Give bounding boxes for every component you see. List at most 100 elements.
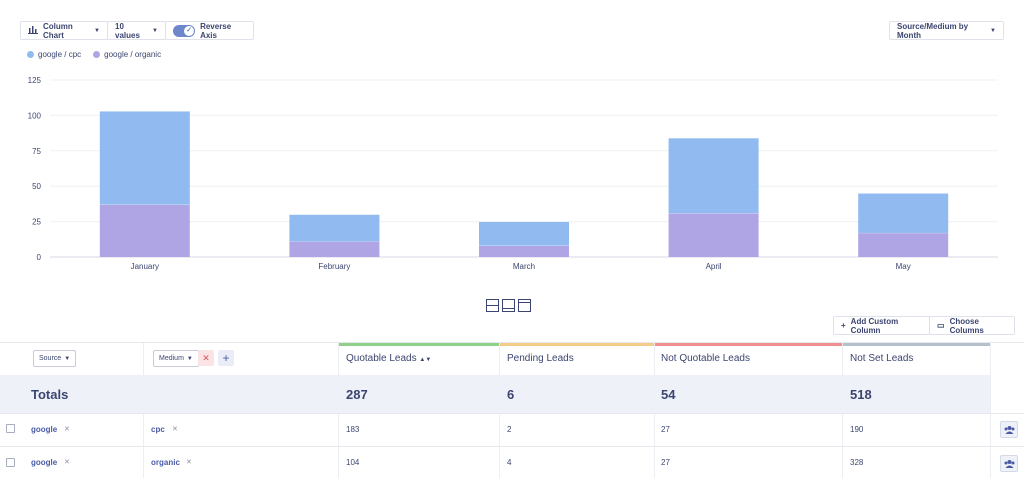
totals-label: Totals [31, 387, 69, 402]
legend-label: google / cpc [38, 50, 82, 59]
column-header-not-set[interactable]: Not Set Leads [850, 353, 913, 364]
row-checkbox[interactable] [6, 458, 15, 467]
y-tick-label: 125 [28, 76, 42, 85]
column-header-label: Pending Leads [507, 353, 574, 364]
table-cell: 27 [661, 425, 670, 434]
add-custom-column-label: Add Custom Column [850, 316, 899, 335]
column-header-label: Not Quotable Leads [661, 353, 750, 364]
legend-item[interactable]: google / organic [93, 50, 161, 59]
y-tick-label: 75 [32, 147, 41, 156]
table-cell: 104 [346, 458, 360, 467]
bar-chart-icon [28, 25, 38, 36]
total-quotable: 287 [346, 387, 368, 402]
group-by-button[interactable]: Source/Medium by Month ▼ [889, 21, 1004, 40]
reverse-axis-label: Reverse Axis [200, 21, 232, 40]
view-toggle-group [486, 299, 531, 317]
table-cell: 27 [661, 458, 670, 467]
leads-button[interactable] [1000, 455, 1018, 472]
chart-legend: google / cpc google / organic [27, 50, 161, 59]
chevron-down-icon: ▼ [152, 27, 158, 34]
plus-icon: + [841, 321, 846, 330]
x-tick-label: May [896, 262, 911, 271]
column-header-pending[interactable]: Pending Leads [507, 353, 574, 364]
table-cell: 4 [507, 458, 512, 467]
column-divider [990, 343, 991, 478]
medium-filter-select[interactable]: Medium ▼ [153, 350, 199, 367]
column-header-label: Quotable Leads [346, 353, 417, 364]
medium-link[interactable]: cpc [151, 425, 165, 434]
source-filter-select[interactable]: Source ▼ [33, 350, 77, 367]
close-icon: ✕ [202, 353, 210, 363]
column-header-label: Not Set Leads [850, 353, 914, 364]
leads-button[interactable] [1000, 421, 1018, 438]
table-view-icon[interactable] [502, 299, 515, 317]
people-icon [1004, 455, 1015, 473]
bar-segment [668, 138, 759, 214]
check-icon: ✓ [184, 25, 195, 36]
chevron-down-icon: ▼ [64, 355, 71, 362]
x-tick-label: March [513, 262, 535, 271]
row-checkbox[interactable] [6, 424, 15, 433]
table-cell: 190 [850, 425, 864, 434]
chart-view-icon[interactable] [518, 299, 531, 317]
x-tick-label: April [706, 262, 722, 271]
column-header-quotable[interactable]: Quotable Leads ▲▼ [346, 353, 431, 364]
totals-row [0, 375, 990, 413]
legend-item[interactable]: google / cpc [27, 50, 81, 59]
people-icon [1004, 421, 1015, 439]
table-top-border [0, 342, 1024, 343]
reverse-axis-toggle[interactable]: ✓ Reverse Axis [165, 21, 254, 40]
column-color-bar [499, 343, 654, 346]
values-count-button[interactable]: 10 values ▼ [107, 21, 166, 40]
row-divider [0, 413, 1024, 414]
chart-type-label: Column Chart [43, 21, 73, 40]
plus-icon: + [222, 351, 230, 365]
column-header-not-quotable[interactable]: Not Quotable Leads [661, 353, 750, 364]
chevron-down-icon: ▼ [990, 27, 996, 34]
add-filter-button[interactable]: + [218, 350, 234, 366]
remove-source-icon[interactable]: ✕ [64, 459, 70, 466]
remove-source-icon[interactable]: ✕ [64, 426, 70, 433]
x-tick-label: January [131, 262, 159, 271]
remove-filter-button[interactable]: ✕ [198, 350, 214, 366]
table-cell: 2 [507, 425, 512, 434]
remove-medium-icon[interactable]: ✕ [186, 459, 192, 466]
column-color-bar [654, 343, 842, 346]
medium-filter-label: Medium [159, 355, 184, 362]
chart-type-button[interactable]: Column Chart ▼ [20, 21, 108, 40]
add-custom-column-button[interactable]: + Add Custom Column [833, 316, 930, 335]
toggle-switch[interactable]: ✓ [173, 24, 196, 37]
legend-swatch [27, 51, 34, 58]
source-link[interactable]: google [31, 425, 58, 434]
legend-swatch [93, 51, 101, 58]
choose-columns-label: Choose Columns [949, 316, 984, 335]
legend-label: google / organic [104, 50, 162, 59]
medium-link[interactable]: organic [151, 458, 180, 467]
column-color-bar [338, 343, 499, 346]
x-tick-label: February [318, 262, 350, 271]
bar-segment [858, 193, 949, 233]
row-divider [0, 446, 1024, 447]
bar-segment [479, 221, 569, 246]
bar-segment [99, 204, 190, 257]
y-tick-label: 50 [32, 182, 41, 191]
remove-medium-icon[interactable]: ✕ [172, 426, 178, 433]
sort-icon: ▲▼ [419, 357, 432, 363]
columns-icon: ▭ [937, 321, 945, 330]
split-view-icon[interactable] [486, 299, 499, 317]
total-not-quotable: 54 [661, 387, 676, 402]
source-link[interactable]: google [31, 458, 58, 467]
table-cell: 328 [850, 458, 864, 467]
choose-columns-button[interactable]: ▭ Choose Columns [929, 316, 1015, 335]
bar-segment [479, 245, 569, 257]
bar-segment [289, 214, 380, 242]
total-pending: 6 [507, 387, 515, 402]
group-by-label: Source/Medium by Month [897, 21, 969, 40]
y-tick-label: 0 [37, 253, 42, 262]
bar-segment [858, 232, 949, 257]
bar-segment [289, 241, 380, 257]
column-chart: 0 25 50 75 100 125 January February March April Ma… [28, 76, 998, 271]
bar-segment [668, 213, 759, 257]
y-tick-label: 25 [32, 218, 41, 227]
source-filter-label: Source [39, 355, 62, 362]
